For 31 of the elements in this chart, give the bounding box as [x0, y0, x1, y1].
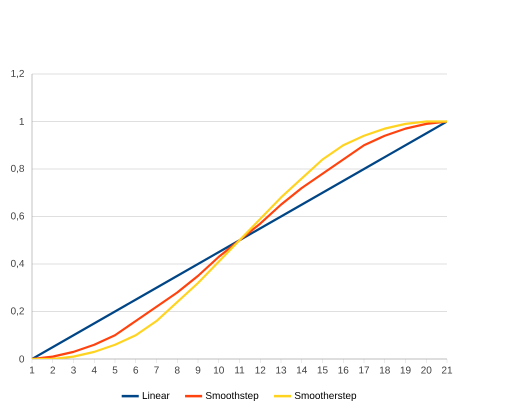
x-tick-label: 1 — [30, 366, 34, 374]
y-tick-label: 1,2 — [11, 70, 24, 78]
x-tick-label: 3 — [71, 366, 76, 374]
x-tick-label: 6 — [133, 366, 138, 374]
x-tick-label: 14 — [296, 366, 308, 374]
legend-label: Smootherstep — [294, 392, 356, 402]
x-tick-label: 13 — [276, 366, 286, 374]
legend-label: Linear — [142, 392, 170, 400]
legend-label: Smoothstep — [206, 392, 258, 402]
x-tick-label: 20 — [421, 366, 432, 374]
x-tick-label: 5 — [112, 366, 118, 374]
x-tick-label: 4 — [92, 366, 97, 374]
y-tick-label: 0,8 — [10, 164, 24, 174]
y-tick-label: 1 — [20, 118, 24, 125]
x-tick-label: 11 — [235, 366, 244, 374]
x-tick-label: 21 — [442, 366, 452, 374]
y-tick-label: 0,6 — [10, 212, 24, 221]
x-tick-label: 18 — [380, 366, 390, 374]
x-tick-label: 17 — [359, 366, 370, 374]
x-tick-label: 2 — [50, 366, 56, 374]
x-tick-label: 15 — [318, 366, 328, 374]
x-tick-label: 9 — [196, 366, 200, 374]
x-tick-label: 12 — [255, 366, 266, 374]
x-tick-label: 7 — [154, 366, 159, 374]
x-tick-label: 8 — [174, 366, 180, 374]
x-tick-label: 16 — [338, 366, 348, 374]
y-tick-label: 0,2 — [10, 307, 24, 316]
y-tick-label: 0 — [19, 355, 24, 363]
x-tick-label: 10 — [214, 366, 224, 374]
x-tick-label: 19 — [400, 366, 411, 374]
y-tick-label: 0,4 — [10, 260, 24, 268]
